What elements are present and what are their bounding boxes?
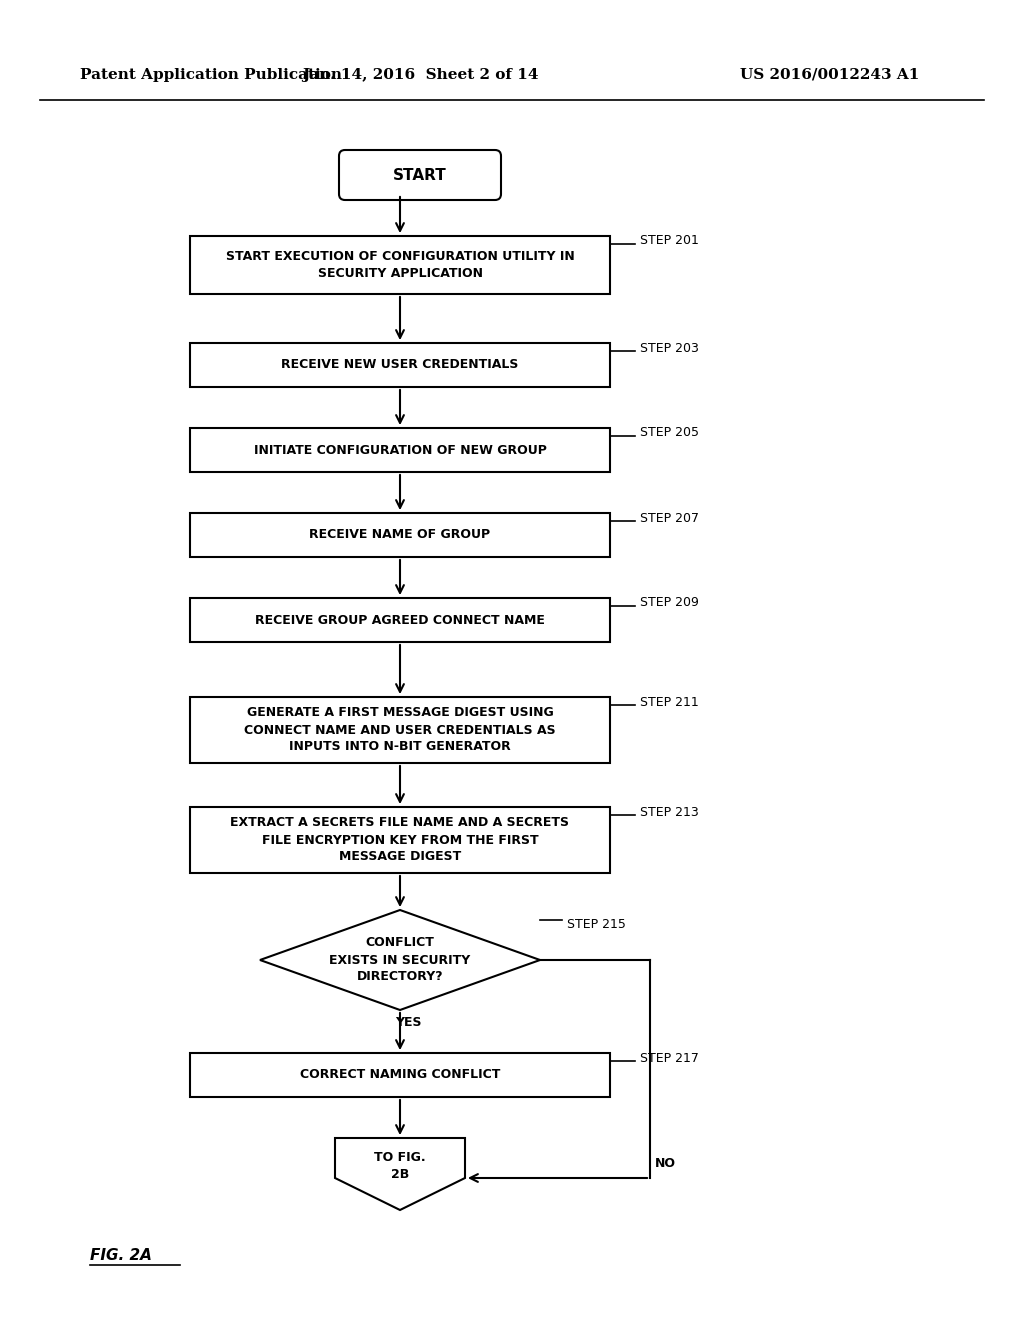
Text: RECEIVE NEW USER CREDENTIALS: RECEIVE NEW USER CREDENTIALS xyxy=(282,359,519,371)
Bar xyxy=(190,1053,610,1097)
Text: STEP 215: STEP 215 xyxy=(567,917,626,931)
Text: GENERATE A FIRST MESSAGE DIGEST USING
CONNECT NAME AND USER CREDENTIALS AS
INPUT: GENERATE A FIRST MESSAGE DIGEST USING CO… xyxy=(244,706,556,754)
Bar xyxy=(190,428,610,473)
Text: STEP 203: STEP 203 xyxy=(640,342,698,355)
Text: CORRECT NAMING CONFLICT: CORRECT NAMING CONFLICT xyxy=(300,1068,500,1081)
Text: EXTRACT A SECRETS FILE NAME AND A SECRETS
FILE ENCRYPTION KEY FROM THE FIRST
MES: EXTRACT A SECRETS FILE NAME AND A SECRET… xyxy=(230,817,569,863)
Bar xyxy=(190,236,610,294)
Text: TO FIG.
2B: TO FIG. 2B xyxy=(374,1151,426,1181)
Text: Jan. 14, 2016  Sheet 2 of 14: Jan. 14, 2016 Sheet 2 of 14 xyxy=(302,69,539,82)
Text: NO: NO xyxy=(655,1158,676,1170)
Text: STEP 211: STEP 211 xyxy=(640,696,698,709)
Polygon shape xyxy=(335,1138,465,1210)
Text: CONFLICT
EXISTS IN SECURITY
DIRECTORY?: CONFLICT EXISTS IN SECURITY DIRECTORY? xyxy=(330,936,471,983)
Text: STEP 201: STEP 201 xyxy=(640,235,698,248)
Bar xyxy=(190,598,610,642)
Text: INITIATE CONFIGURATION OF NEW GROUP: INITIATE CONFIGURATION OF NEW GROUP xyxy=(254,444,547,457)
Text: RECEIVE NAME OF GROUP: RECEIVE NAME OF GROUP xyxy=(309,528,490,541)
Text: FIG. 2A: FIG. 2A xyxy=(90,1247,152,1262)
Bar xyxy=(190,513,610,557)
Text: STEP 209: STEP 209 xyxy=(640,597,698,610)
Text: YES: YES xyxy=(394,1016,421,1030)
Text: START EXECUTION OF CONFIGURATION UTILITY IN
SECURITY APPLICATION: START EXECUTION OF CONFIGURATION UTILITY… xyxy=(225,249,574,280)
Text: START: START xyxy=(393,168,446,182)
Bar xyxy=(190,807,610,873)
Text: STEP 217: STEP 217 xyxy=(640,1052,698,1064)
Text: STEP 213: STEP 213 xyxy=(640,805,698,818)
Text: Patent Application Publication: Patent Application Publication xyxy=(80,69,342,82)
Text: STEP 205: STEP 205 xyxy=(640,426,699,440)
Text: RECEIVE GROUP AGREED CONNECT NAME: RECEIVE GROUP AGREED CONNECT NAME xyxy=(255,614,545,627)
Polygon shape xyxy=(260,909,540,1010)
Text: US 2016/0012243 A1: US 2016/0012243 A1 xyxy=(740,69,920,82)
FancyBboxPatch shape xyxy=(339,150,501,201)
Text: STEP 207: STEP 207 xyxy=(640,511,699,524)
Bar xyxy=(190,343,610,387)
Bar xyxy=(190,697,610,763)
